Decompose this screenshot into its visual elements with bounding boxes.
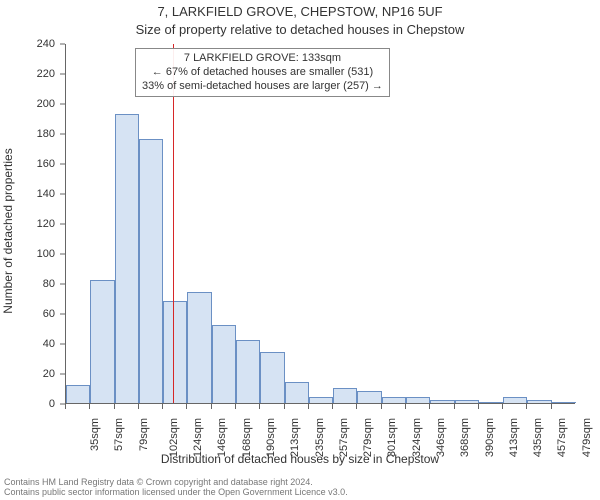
histogram-bar (212, 325, 236, 403)
histogram-bar (479, 402, 503, 403)
histogram-bar (357, 391, 381, 403)
x-tick-mark (356, 404, 357, 409)
x-axis-label: Distribution of detached houses by size … (0, 452, 600, 466)
y-tick-label: 200 (0, 98, 55, 110)
footer-attribution: Contains HM Land Registry data © Crown c… (4, 478, 596, 498)
histogram-bar (66, 385, 90, 403)
y-tick-label: 240 (0, 38, 55, 50)
plot-area: 7 LARKFIELD GROVE: 133sqm ← 67% of detac… (65, 44, 575, 404)
histogram-bars (66, 44, 575, 403)
histogram-bar (236, 340, 260, 403)
x-tick-mark (138, 404, 139, 409)
histogram-bar (503, 397, 527, 403)
histogram-bar (527, 400, 551, 403)
x-tick-mark (381, 404, 382, 409)
annotation-box: 7 LARKFIELD GROVE: 133sqm ← 67% of detac… (135, 48, 390, 97)
histogram-bar (285, 382, 309, 403)
histogram-bar (382, 397, 406, 403)
x-tick-mark (284, 404, 285, 409)
x-tick-mark (259, 404, 260, 409)
histogram-bar (90, 280, 114, 403)
x-tick-mark (454, 404, 455, 409)
x-tick-mark (551, 404, 552, 409)
x-tick-mark (405, 404, 406, 409)
histogram-bar (333, 388, 357, 403)
chart-container: 7, LARKFIELD GROVE, CHEPSTOW, NP16 5UF S… (0, 0, 600, 500)
y-tick-label: 100 (0, 248, 55, 260)
histogram-bar (309, 397, 333, 403)
x-tick-mark (162, 404, 163, 409)
annotation-line-2: ← 67% of detached houses are smaller (53… (142, 66, 383, 80)
chart-title-sub: Size of property relative to detached ho… (0, 22, 600, 37)
x-tick-label: 57sqm (113, 418, 125, 451)
histogram-bar (406, 397, 430, 403)
histogram-bar (430, 400, 454, 403)
annotation-line-1: 7 LARKFIELD GROVE: 133sqm (142, 52, 383, 66)
y-tick-label: 120 (0, 218, 55, 230)
x-tick-label: 79sqm (138, 418, 150, 451)
footer-line-2: Contains public sector information licen… (4, 488, 596, 498)
chart-title-main: 7, LARKFIELD GROVE, CHEPSTOW, NP16 5UF (0, 4, 600, 19)
property-marker-line (173, 44, 174, 403)
y-tick-label: 160 (0, 158, 55, 170)
x-tick-mark (235, 404, 236, 409)
x-tick-mark (478, 404, 479, 409)
x-tick-mark (502, 404, 503, 409)
x-tick-mark (114, 404, 115, 409)
histogram-bar (552, 402, 576, 403)
annotation-line-3: 33% of semi-detached houses are larger (… (142, 80, 383, 94)
histogram-bar (115, 114, 139, 404)
x-tick-mark (65, 404, 66, 409)
x-axis-ticks: 35sqm57sqm79sqm102sqm124sqm146sqm168sqm1… (65, 404, 575, 454)
x-tick-mark (332, 404, 333, 409)
histogram-bar (455, 400, 479, 403)
y-tick-label: 60 (0, 308, 55, 320)
y-tick-label: 220 (0, 68, 55, 80)
x-tick-mark (429, 404, 430, 409)
x-tick-label: 35sqm (89, 418, 101, 451)
y-tick-label: 180 (0, 128, 55, 140)
x-tick-mark (308, 404, 309, 409)
histogram-bar (187, 292, 211, 403)
x-tick-mark (186, 404, 187, 409)
y-tick-label: 140 (0, 188, 55, 200)
histogram-bar (163, 301, 187, 403)
x-tick-mark (211, 404, 212, 409)
x-tick-mark (526, 404, 527, 409)
y-tick-label: 80 (0, 278, 55, 290)
y-tick-label: 40 (0, 338, 55, 350)
y-tick-label: 0 (0, 398, 55, 410)
histogram-bar (139, 139, 163, 403)
histogram-bar (260, 352, 284, 403)
y-tick-label: 20 (0, 368, 55, 380)
x-tick-mark (89, 404, 90, 409)
